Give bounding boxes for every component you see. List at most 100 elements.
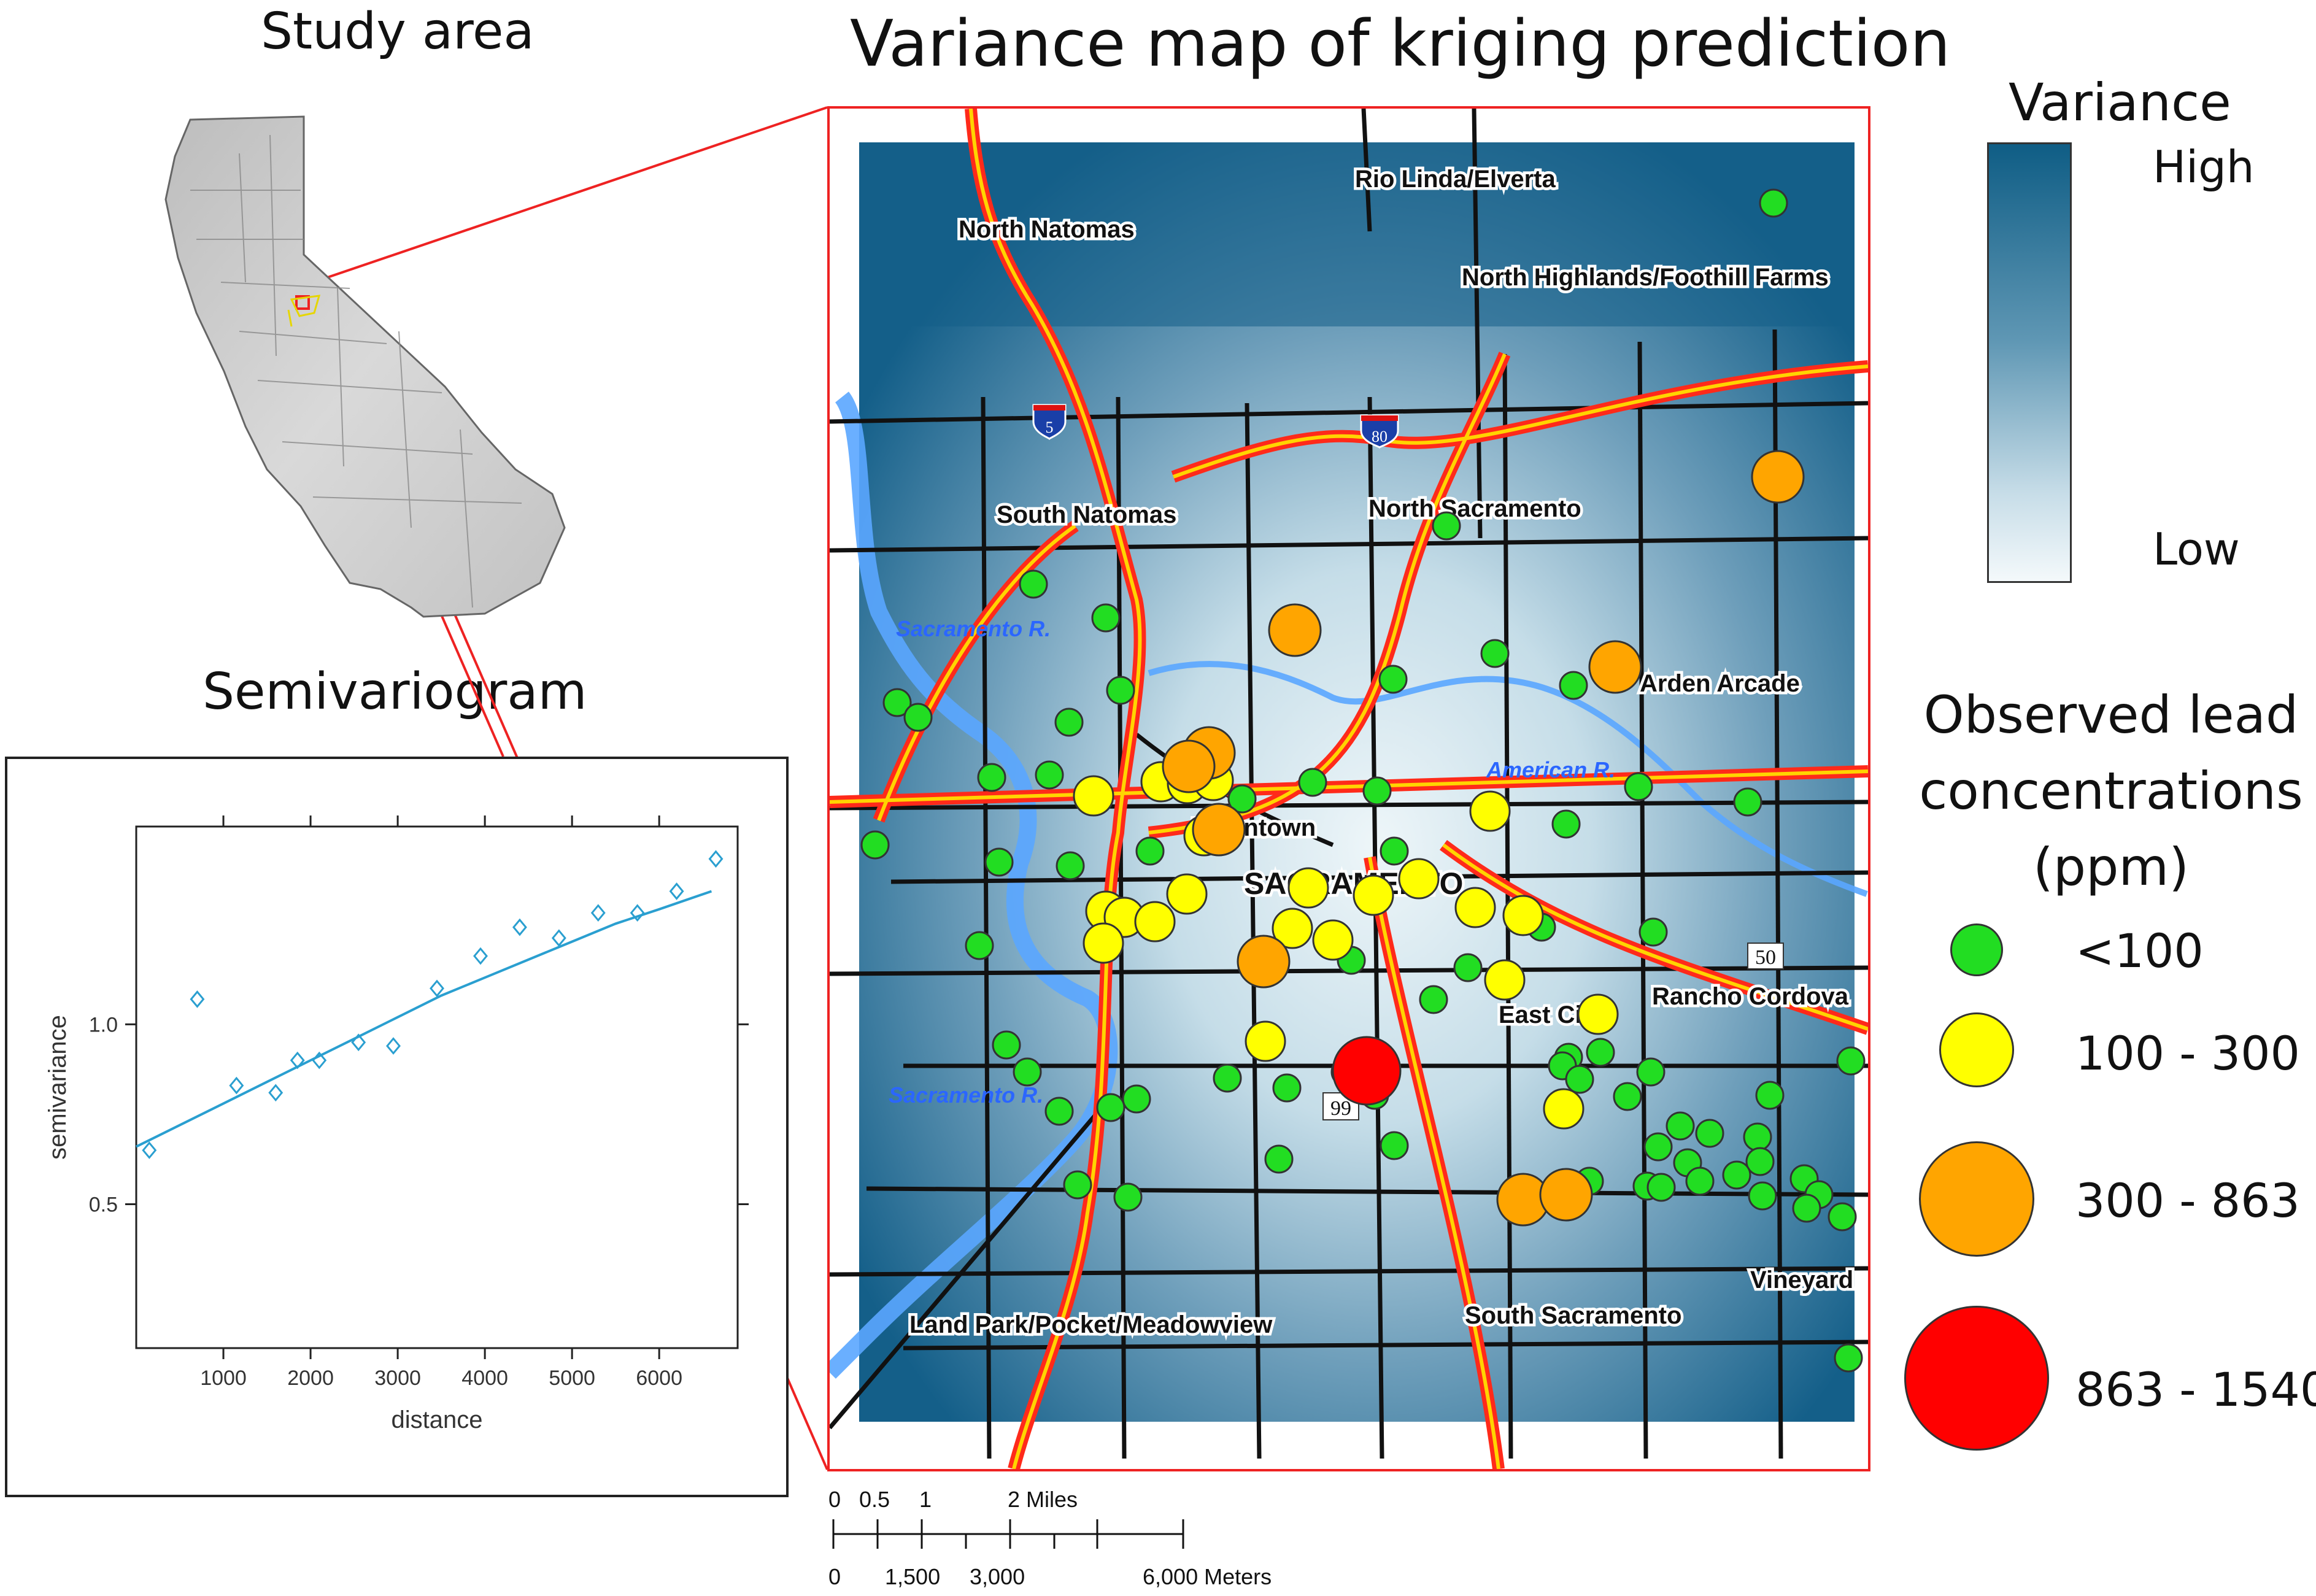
obs-point-lt100 [1227, 784, 1257, 814]
obs-point-lt100 [1733, 787, 1762, 817]
obs-point-lt100 [965, 931, 994, 960]
obs-point-lt100 [1624, 772, 1653, 801]
obs-point-lt100 [1113, 1182, 1143, 1212]
fitted-model-line [136, 890, 712, 1148]
legend-swatch-863-1540 [1904, 1306, 2049, 1451]
obs-point-lt100 [1559, 671, 1588, 700]
obs-point-lt100 [1836, 1046, 1866, 1076]
american-river [1148, 661, 1868, 897]
semivariogram-title: Semivariogram [203, 663, 587, 721]
legend-label-lt100: <100 [2075, 923, 2204, 978]
label-sacramento-river-upper: Sacramento R. [896, 616, 1051, 641]
obs-point-100-300 [1353, 874, 1394, 916]
x-axis-label: distance [392, 1406, 483, 1433]
obs-point-300-863 [1539, 1168, 1593, 1222]
variance-high-label: High [2153, 141, 2255, 193]
x-tick-label: 2000 [287, 1367, 334, 1390]
obs-point-lt100 [1380, 1131, 1409, 1160]
semivariance-point [551, 929, 566, 947]
obs-point-lt100 [1362, 776, 1392, 806]
semivariance-point [312, 1051, 327, 1070]
hwy-5-label: 5 [1046, 418, 1054, 436]
semivariance-point [630, 904, 645, 922]
scale-miles-0: 0 [828, 1487, 841, 1512]
obs-point-lt100 [1613, 1082, 1642, 1111]
semivariance-point [669, 882, 684, 900]
highway-network [830, 109, 1868, 1469]
variance-color-ramp [1987, 142, 2072, 583]
obs-point-100-300 [1484, 959, 1526, 1001]
obs-point-lt100 [1035, 760, 1064, 790]
semivariance-point [473, 947, 488, 965]
hwy-99-label: 99 [1330, 1097, 1351, 1120]
obs-point-lt100 [1096, 1093, 1125, 1122]
semivariance-point [512, 918, 527, 936]
x-tick-label: 3000 [374, 1367, 421, 1390]
legend-label-300-863: 300 - 863 [2075, 1173, 2300, 1228]
obs-point-lt100 [1636, 1057, 1666, 1087]
label-sacramento-river-lower: Sacramento R. [889, 1082, 1043, 1108]
hwy-5-shield: 5 [1032, 404, 1067, 441]
obs-point-lt100 [1685, 1166, 1715, 1196]
observed-lead-legend-title: Observed lead concentrations (ppm) [1919, 685, 2303, 897]
obs-point-100-300 [1312, 919, 1354, 961]
legend-label-863-1540: 863 - 1540 [2075, 1362, 2316, 1417]
obs-point-lt100 [1135, 836, 1165, 866]
scale-bar: 0 0.5 1 2 Miles 0 1,500 3,000 6,000 Mete… [828, 1487, 1272, 1589]
obs-point-lt100 [860, 830, 890, 860]
obs-point-863-1540 [1332, 1036, 1402, 1106]
obs-point-lt100 [1122, 1084, 1151, 1114]
semivariance-point [590, 904, 606, 922]
obs-point-lt100 [1213, 1063, 1242, 1093]
obs-point-lt100 [1272, 1073, 1302, 1103]
study-area-title: Study area [261, 2, 535, 61]
obs-point-lt100 [1056, 851, 1085, 881]
label-land-park: Land Park/Pocket/Meadowview [909, 1311, 1273, 1338]
study-area-marker [295, 295, 310, 310]
hwy-50-label: 50 [1755, 946, 1776, 969]
obs-point-lt100 [977, 763, 1006, 792]
semivariance-point [229, 1076, 244, 1095]
obs-point-100-300 [1287, 867, 1329, 909]
obs-point-300-863 [1192, 803, 1246, 857]
obs-point-lt100 [1419, 985, 1448, 1014]
obs-point-100-300 [1469, 790, 1511, 832]
label-north-natomas: North Natomas [959, 216, 1135, 243]
obs-point-lt100 [1639, 917, 1668, 947]
obs-point-300-863 [1162, 739, 1216, 793]
variance-low-label: Low [2153, 523, 2240, 575]
y-tick-label: 1.0 [89, 1013, 118, 1036]
x-tick-label: 6000 [636, 1367, 682, 1390]
obs-point-100-300 [1454, 887, 1496, 928]
obs-point-100-300 [1543, 1088, 1585, 1130]
obs-point-100-300 [1134, 901, 1176, 943]
obs-point-100-300 [1502, 895, 1544, 936]
x-tick-label: 4000 [461, 1367, 508, 1390]
semivariance-point [190, 990, 205, 1008]
semivariogram-panel: 1000 2000 3000 4000 5000 6000 0.5 1.0 distance se… [5, 757, 789, 1497]
x-tick-label: 1000 [200, 1367, 247, 1390]
scale-meters-3000: 3,000 [970, 1564, 1025, 1589]
scale-miles-0-5: 0.5 [859, 1487, 890, 1512]
label-rio-linda: Rio Linda/Elverta [1355, 166, 1556, 193]
semivariance-point [268, 1084, 284, 1102]
obs-point-100-300 [1398, 858, 1440, 900]
obs-point-lt100 [1748, 1181, 1777, 1211]
scale-meters-1500: 1,500 [885, 1564, 940, 1589]
y-axis-label: semivariance [44, 1015, 71, 1160]
obs-point-lt100 [1745, 1147, 1775, 1176]
obs-point-lt100 [882, 688, 912, 717]
obs-point-lt100 [1298, 768, 1327, 797]
obs-point-lt100 [1586, 1038, 1615, 1067]
obs-point-lt100 [1551, 809, 1581, 839]
x-tick-label: 5000 [549, 1367, 595, 1390]
obs-point-lt100 [1646, 1173, 1676, 1202]
main-title: Variance map of kriging prediction [850, 6, 1951, 81]
observation-points [860, 188, 1866, 1373]
obs-point-lt100 [1380, 836, 1409, 866]
obs-point-lt100 [1063, 1170, 1092, 1200]
hwy-50-shield: 50 [1747, 943, 1784, 970]
obs-point-100-300 [1245, 1020, 1286, 1062]
legend-swatch-100-300 [1939, 1012, 2014, 1087]
obs-point-lt100 [1432, 511, 1461, 541]
